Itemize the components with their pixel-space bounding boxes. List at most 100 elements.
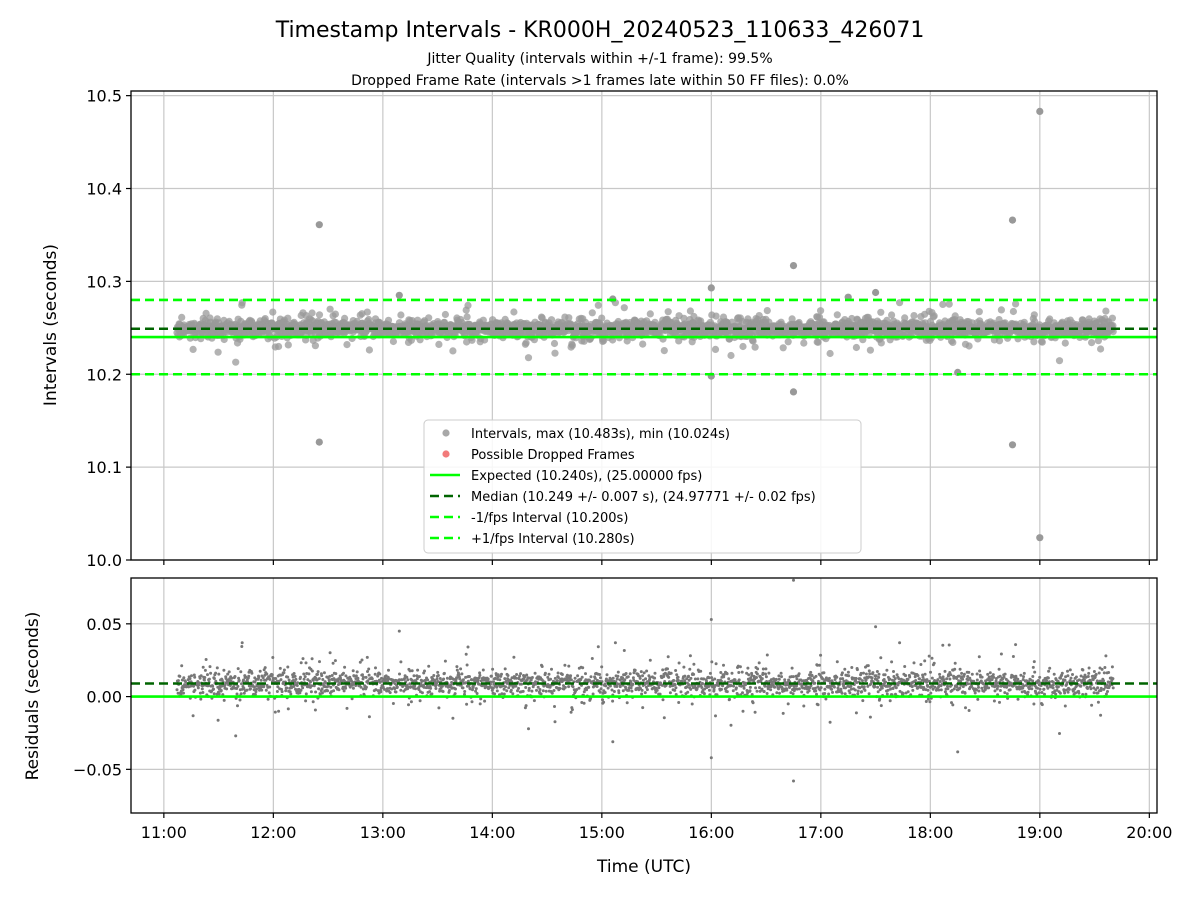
interval-point [1030,338,1037,345]
residual-point [640,693,643,696]
residual-point [876,670,879,673]
residual-point [334,672,337,675]
residual-point [861,699,864,702]
residual-point [244,676,247,679]
interval-point [872,289,879,296]
interval-point [589,309,596,316]
residual-point [746,667,749,670]
residual-point [689,677,692,680]
residual-point [540,692,543,695]
residual-point [945,677,948,680]
residual-point [268,691,271,694]
residual-point [490,675,493,678]
interval-point [275,343,282,350]
residual-point [680,690,683,693]
residual-point [993,700,996,703]
residual-point [274,711,277,714]
residual-point [641,706,644,709]
residual-point [571,708,574,711]
residual-point [648,676,651,679]
residual-point [504,667,507,670]
residual-point [944,670,947,673]
residual-point [395,691,398,694]
residual-point [897,677,900,680]
residual-point [332,689,335,692]
interval-point [364,309,371,316]
residual-point [267,698,270,701]
residual-point [974,692,977,695]
residual-point [478,674,481,677]
interval-point [316,439,323,446]
residual-point [362,676,365,679]
residual-point [758,686,761,689]
residual-point [483,700,486,703]
residual-point [389,691,392,694]
residual-point [833,686,836,689]
residual-point [268,678,271,681]
residual-point [525,674,528,677]
residual-point [888,678,891,681]
residual-point [868,669,871,672]
residual-point [827,693,830,696]
interval-point [396,292,403,299]
interval-point [946,301,953,308]
residual-point [318,660,321,663]
interval-point [598,315,605,322]
residual-point [919,663,922,666]
residual-point [795,677,798,680]
residual-point [549,678,552,681]
residual-point [446,677,449,680]
residual-point [206,673,209,676]
residual-point [236,704,239,707]
residual-point [531,676,534,679]
residual-point [323,671,326,674]
residual-point [792,692,795,695]
residual-point [951,703,954,706]
interval-point [510,308,517,315]
residual-point [682,666,685,669]
residual-point [326,689,329,692]
y-tick-label: 10.2 [86,365,122,384]
residual-point [583,702,586,705]
residual-point [213,692,216,695]
residual-point [783,678,786,681]
residual-point [310,690,313,693]
residual-point [454,692,457,695]
residual-point [442,678,445,681]
residual-point [798,687,801,690]
residual-point [758,661,761,664]
residual-point [312,700,315,703]
residual-point [612,677,615,680]
residual-point [843,668,846,671]
residual-point [507,686,510,689]
residual-point [574,677,577,680]
residual-point [616,675,619,678]
residual-point [462,686,465,689]
residual-point [302,673,305,676]
residual-point [413,674,416,677]
residual-point [344,687,347,690]
residual-point [836,660,839,663]
interval-point [327,306,334,313]
residual-point [623,649,626,652]
residual-point [559,687,562,690]
residual-point [249,687,252,690]
residual-point [619,685,622,688]
residual-point [544,672,547,675]
residual-point [861,679,864,682]
residual-point [623,678,626,681]
residual-point [545,690,548,693]
interval-point [727,352,734,359]
residual-point [1005,685,1008,688]
residual-point [238,679,241,682]
residual-point [356,670,359,673]
residual-point [976,673,979,676]
residual-point [631,683,634,686]
interval-point [1036,108,1043,115]
residual-point [460,672,463,675]
residual-point [677,679,680,682]
residual-point [212,688,215,691]
residual-point [849,685,852,688]
residual-point [487,678,490,681]
residual-point [743,687,746,690]
